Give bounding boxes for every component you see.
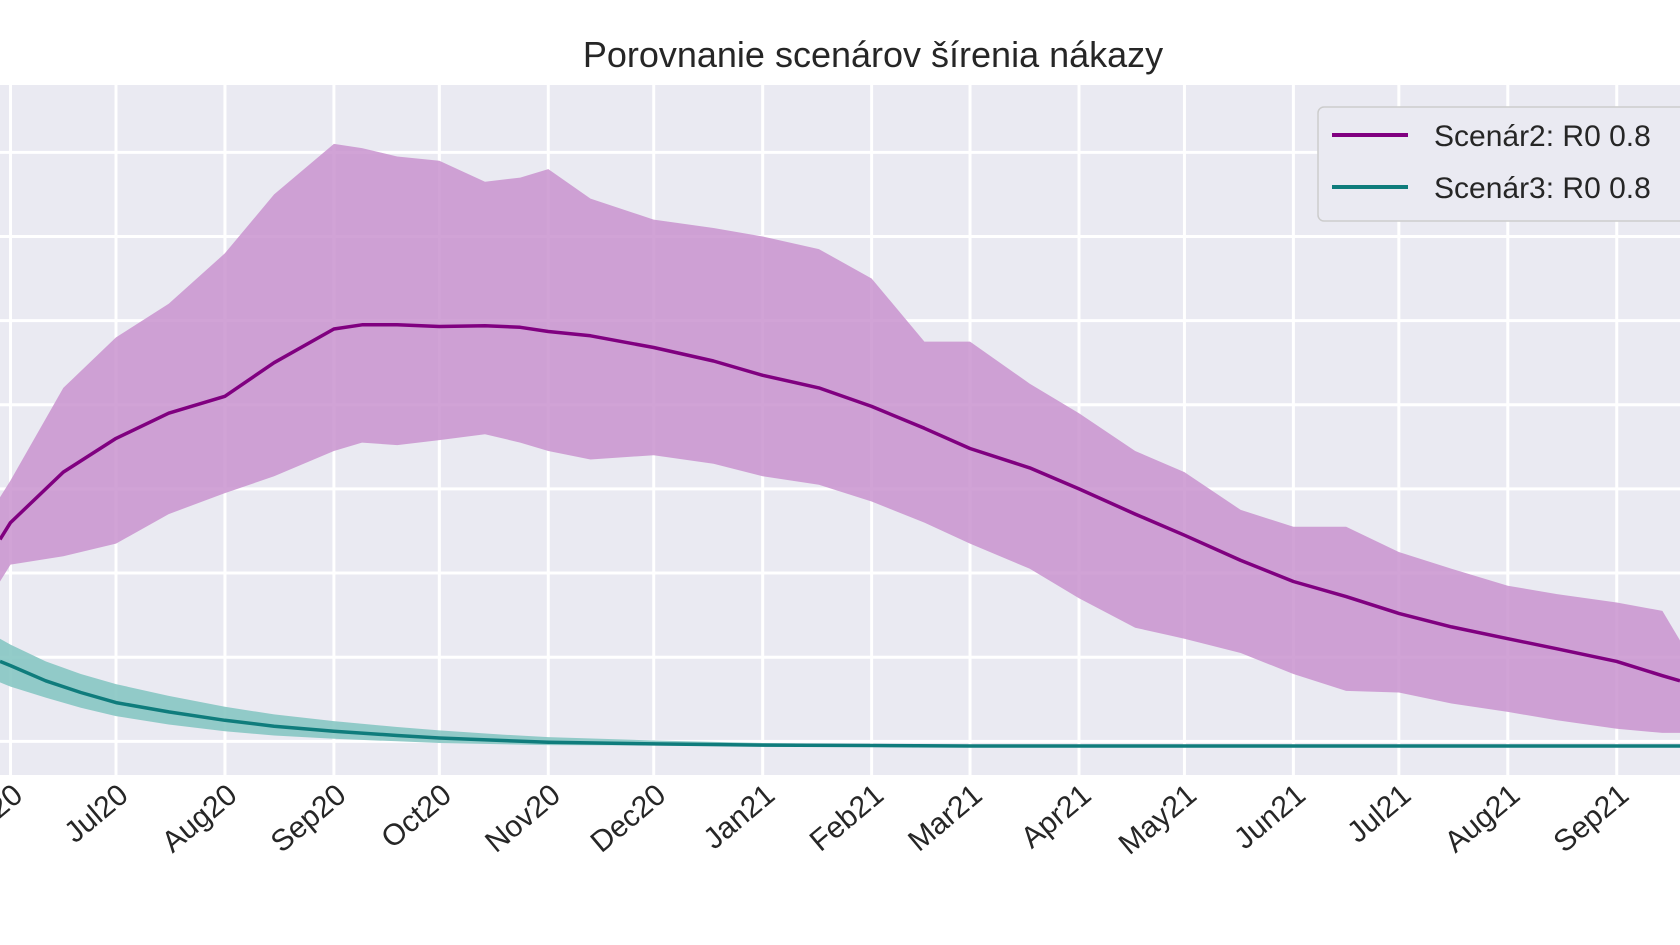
x-tick-label: Feb21 bbox=[804, 778, 890, 858]
x-tick-label: Jul21 bbox=[1341, 778, 1417, 849]
x-tick-label: Dec20 bbox=[585, 778, 673, 859]
x-axis-tick-labels: Jun20 Jul20 Aug20 Sep20 Oct20 Nov20 Dec20 Jan21… bbox=[0, 778, 1635, 861]
series-lines bbox=[0, 323, 1680, 748]
chart-title: Porovnanie scenárov šírenia nákazy bbox=[583, 34, 1163, 75]
x-tick-label: Jan21 bbox=[697, 778, 781, 856]
x-tick-label: Mar21 bbox=[902, 778, 988, 858]
x-tick-label: May21 bbox=[1113, 778, 1203, 861]
x-tick-label: Aug20 bbox=[156, 778, 244, 859]
x-tick-label: Nov20 bbox=[479, 778, 567, 859]
series-line-scenar2 bbox=[0, 323, 1680, 683]
x-tick-label: Sep20 bbox=[265, 778, 353, 859]
confidence-bands bbox=[0, 143, 1680, 747]
x-tick-label: Jun21 bbox=[1228, 778, 1312, 856]
x-tick-label: Aug21 bbox=[1439, 778, 1527, 859]
x-tick-label: Apr21 bbox=[1015, 778, 1098, 855]
x-tick-label: Oct20 bbox=[375, 778, 458, 855]
legend-box bbox=[1317, 106, 1680, 222]
legend-label-scenar2: Scenár2: R0 0.8 bbox=[1434, 120, 1651, 153]
series-line-scenar3 bbox=[0, 659, 1680, 748]
legend: Scenár2: R0 0.8 Scenár3: R0 0.8 bbox=[1317, 106, 1680, 222]
x-tick-label: Jun20 bbox=[0, 778, 29, 856]
confidence-band-series-2 bbox=[0, 143, 1680, 733]
legend-label-scenar3: Scenár3: R0 0.8 bbox=[1434, 172, 1651, 205]
x-tick-label: Sep21 bbox=[1548, 778, 1636, 859]
x-tick-label: Jul20 bbox=[58, 778, 134, 849]
